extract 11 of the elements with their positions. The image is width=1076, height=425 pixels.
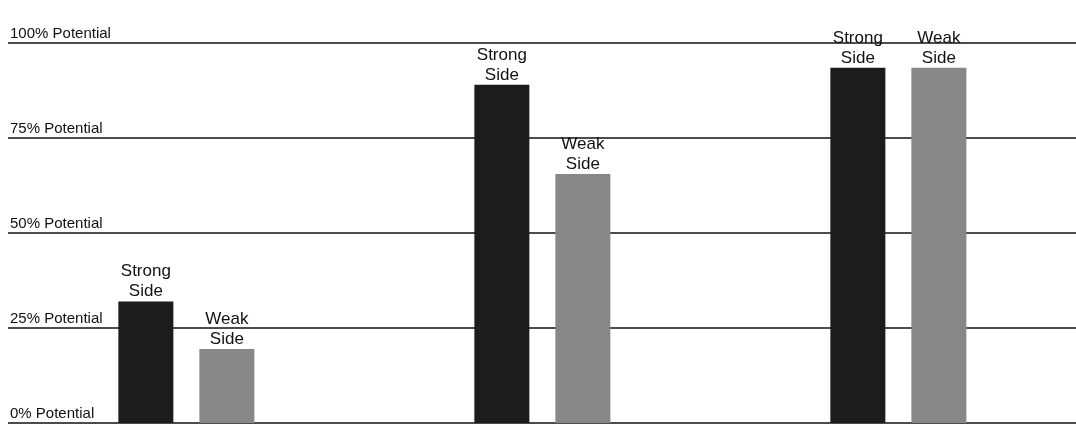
text: Strong Side — [476, 44, 527, 84]
y-tick-label: 25% Potential — [10, 309, 103, 326]
text: Weak Side — [917, 27, 961, 67]
text: Strong Side — [832, 27, 883, 67]
text: Weak Side — [561, 134, 605, 174]
series-label: Strong Side — [120, 261, 171, 301]
y-tick-label: 0% Potential — [10, 404, 95, 421]
y-tick-label: 75% Potential — [10, 119, 103, 136]
series-label: Weak Side — [205, 308, 249, 348]
y-tick-label: 50% Potential — [10, 214, 103, 231]
y-tick-label: 100% Potential — [10, 24, 111, 41]
